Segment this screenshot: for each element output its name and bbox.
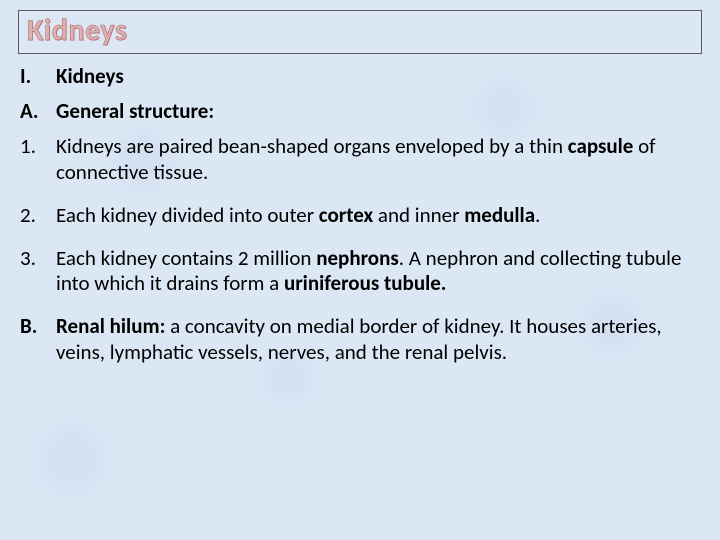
outline-marker: I. bbox=[18, 64, 56, 89]
outline-content: Kidneys bbox=[56, 64, 702, 89]
outline-content: Each kidney contains 2 million nephrons.… bbox=[56, 246, 702, 296]
page-title: Kidneys bbox=[27, 12, 127, 49]
outline-row: B.Renal hilum: a concavity on medial bor… bbox=[18, 314, 702, 364]
outline-content: General structure: bbox=[56, 99, 702, 124]
outline-content: Renal hilum: a concavity on medial borde… bbox=[56, 314, 702, 364]
outline-marker: A. bbox=[18, 99, 56, 124]
outline-row: 1.Kidneys are paired bean-shaped organs … bbox=[18, 134, 702, 184]
outline-row: 2.Each kidney divided into outer cortex … bbox=[18, 203, 702, 228]
outline-marker: 3. bbox=[18, 246, 56, 296]
outline-content: Kidneys are paired bean-shaped organs en… bbox=[56, 134, 702, 184]
outline-content: Each kidney divided into outer cortex an… bbox=[56, 203, 702, 228]
outline-marker: 1. bbox=[18, 134, 56, 184]
outline-marker: B. bbox=[18, 314, 56, 364]
outline-row: A.General structure: bbox=[18, 99, 702, 124]
outline-marker: 2. bbox=[18, 203, 56, 228]
title-box: Kidneys bbox=[18, 10, 702, 54]
outline-row: I.Kidneys bbox=[18, 64, 702, 89]
outline-row: 3.Each kidney contains 2 million nephron… bbox=[18, 246, 702, 296]
outline-list: I.KidneysA.General structure:1.Kidneys a… bbox=[18, 64, 702, 365]
